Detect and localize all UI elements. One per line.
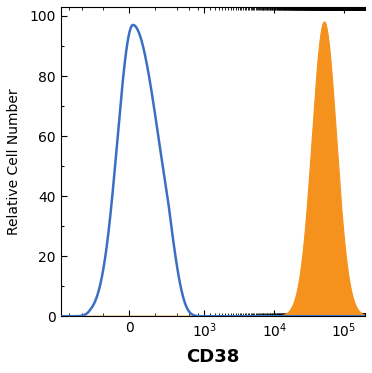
Y-axis label: Relative Cell Number: Relative Cell Number — [7, 88, 21, 235]
X-axis label: CD38: CD38 — [186, 348, 240, 366]
